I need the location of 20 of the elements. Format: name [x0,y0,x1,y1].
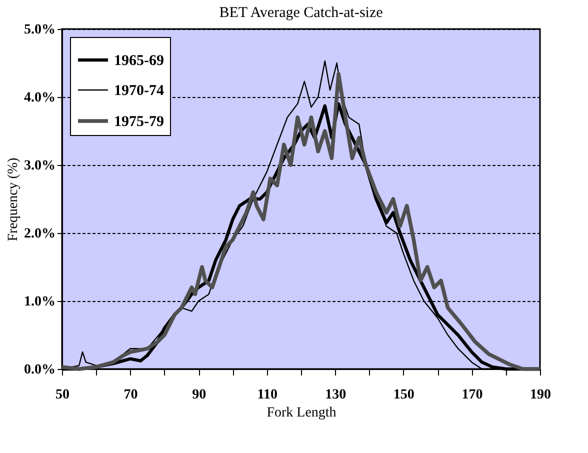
y-tick-label: 5.0% [24,22,56,38]
legend-label: 1975-79 [114,114,164,130]
x-tick-label: 90 [192,388,206,402]
x-tick-label: 150 [393,388,414,402]
x-tick-label: 50 [56,388,70,402]
x-tick-label: 190 [530,388,551,402]
x-tick-label: 110 [257,388,278,402]
y-tick-label: 2.0% [24,226,56,242]
y-axis-title: Frequency (%) [6,157,21,242]
y-tick-label: 3.0% [24,158,56,174]
y-tick-label: 0.0% [24,362,56,378]
x-tick-label: 130 [325,388,346,402]
x-tick-label: 170 [462,388,483,402]
chart-title: BET Average Catch-at-size [219,5,384,21]
x-axis-title: Fork Length [266,406,336,420]
legend-label: 1965-69 [114,53,164,69]
y-tick-label: 4.0% [24,90,56,106]
x-tick-label: 70 [124,388,138,402]
legend-label: 1970-74 [114,83,164,99]
y-tick-label: 1.0% [24,294,56,310]
